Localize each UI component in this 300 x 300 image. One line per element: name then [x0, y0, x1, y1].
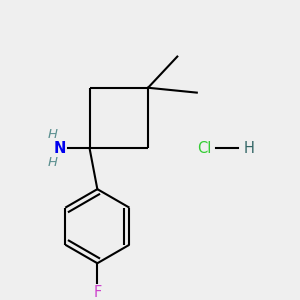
- Text: H: H: [47, 156, 58, 169]
- Text: H: H: [47, 128, 58, 141]
- Text: Cl: Cl: [197, 141, 211, 156]
- Text: H: H: [244, 141, 254, 156]
- Text: N: N: [54, 141, 67, 156]
- Text: F: F: [93, 285, 101, 300]
